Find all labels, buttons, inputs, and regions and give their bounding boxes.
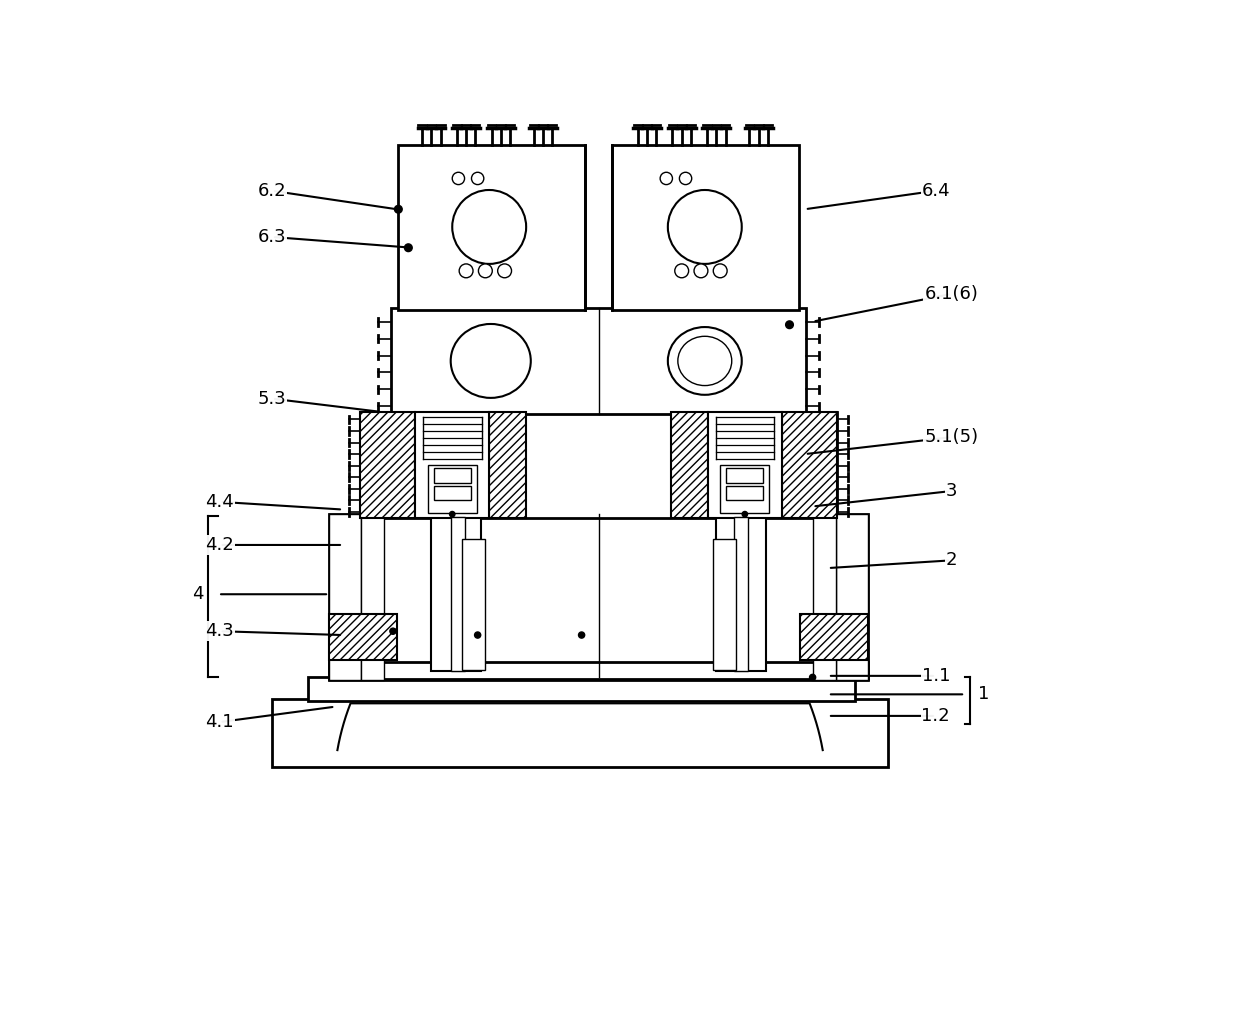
Text: 1.2: 1.2 — [921, 707, 950, 725]
Text: 6.4: 6.4 — [921, 181, 950, 200]
Bar — [734, 518, 748, 671]
Text: 2: 2 — [945, 551, 957, 569]
Bar — [812, 515, 836, 680]
Bar — [463, 539, 485, 669]
Bar — [720, 465, 770, 512]
Text: 1.1: 1.1 — [921, 667, 950, 685]
Text: 4.4: 4.4 — [206, 493, 234, 510]
Text: 6.3: 6.3 — [258, 228, 286, 246]
Bar — [717, 518, 766, 671]
Bar — [309, 678, 854, 700]
Text: 3: 3 — [945, 482, 957, 500]
Bar — [398, 145, 585, 311]
Bar — [428, 465, 477, 512]
Circle shape — [453, 190, 526, 263]
Text: 5.1(5): 5.1(5) — [924, 428, 978, 446]
Circle shape — [394, 205, 402, 213]
Circle shape — [680, 172, 692, 184]
Text: 6.2: 6.2 — [258, 181, 286, 200]
Circle shape — [675, 263, 688, 278]
Circle shape — [450, 511, 455, 517]
Bar — [360, 412, 837, 518]
Circle shape — [404, 244, 412, 251]
Circle shape — [475, 632, 481, 639]
Circle shape — [479, 263, 492, 278]
Bar — [272, 699, 888, 767]
Bar — [329, 515, 361, 680]
Bar — [836, 515, 868, 680]
Circle shape — [743, 511, 748, 517]
Bar — [490, 412, 526, 518]
Ellipse shape — [450, 324, 531, 398]
Bar — [434, 487, 471, 500]
Circle shape — [389, 628, 396, 634]
Circle shape — [786, 321, 794, 329]
Bar — [415, 412, 490, 518]
Ellipse shape — [668, 327, 742, 395]
Bar — [432, 518, 481, 671]
Bar — [360, 412, 415, 518]
Text: 4.1: 4.1 — [206, 713, 234, 731]
Circle shape — [668, 190, 742, 263]
Text: 1: 1 — [978, 686, 990, 703]
Circle shape — [713, 263, 727, 278]
Bar — [391, 308, 806, 414]
Bar — [727, 487, 764, 500]
Circle shape — [497, 263, 512, 278]
Circle shape — [694, 263, 708, 278]
Bar — [781, 412, 837, 518]
Circle shape — [459, 263, 472, 278]
Text: 4: 4 — [192, 585, 203, 604]
Text: 6.1(6): 6.1(6) — [924, 285, 978, 303]
Bar — [613, 145, 799, 311]
Bar — [727, 468, 764, 484]
Bar — [329, 614, 397, 660]
Bar — [434, 468, 471, 484]
Bar — [329, 515, 868, 680]
Circle shape — [453, 172, 465, 184]
Bar — [671, 412, 708, 518]
Bar — [329, 662, 868, 679]
Bar — [800, 614, 868, 660]
Text: 4.3: 4.3 — [206, 622, 234, 641]
Bar — [361, 515, 384, 680]
Bar — [713, 539, 735, 669]
Ellipse shape — [678, 336, 732, 385]
Circle shape — [660, 172, 672, 184]
Text: 4.2: 4.2 — [206, 536, 234, 554]
Bar — [708, 412, 781, 518]
Circle shape — [471, 172, 484, 184]
Circle shape — [810, 674, 816, 681]
Circle shape — [579, 632, 585, 639]
Bar — [450, 518, 465, 671]
Text: 5.3: 5.3 — [258, 390, 286, 408]
